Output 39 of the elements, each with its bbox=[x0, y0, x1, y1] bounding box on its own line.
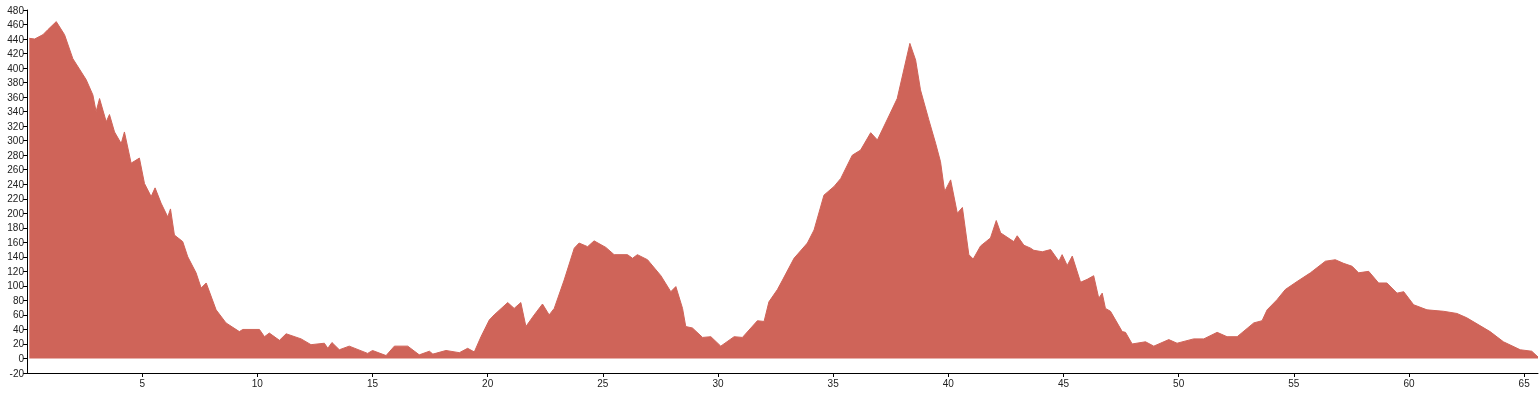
y-tick-label: 0 bbox=[18, 352, 25, 364]
y-tick-label: 300 bbox=[7, 135, 25, 147]
y-tick-label: 440 bbox=[7, 33, 25, 45]
x-tick-label: 65 bbox=[1518, 377, 1531, 389]
x-tick-label: 40 bbox=[942, 377, 955, 389]
x-tick-label: 30 bbox=[712, 377, 725, 389]
x-tick-label: 45 bbox=[1057, 377, 1070, 389]
y-tick-label: 140 bbox=[7, 251, 25, 263]
x-tick-label: 10 bbox=[251, 377, 264, 389]
y-tick-label: 240 bbox=[7, 178, 25, 190]
x-tick-label: 55 bbox=[1288, 377, 1300, 389]
y-tick-label: -20 bbox=[9, 367, 25, 379]
y-tick-label: 120 bbox=[7, 265, 25, 277]
y-tick-label: 480 bbox=[7, 4, 25, 16]
x-tick-label: 5 bbox=[139, 377, 146, 389]
y-tick-label: 360 bbox=[7, 91, 25, 103]
y-tick-label: 340 bbox=[7, 106, 25, 118]
y-tick-label: 260 bbox=[7, 164, 25, 176]
y-tick-label: 180 bbox=[7, 222, 25, 234]
y-tick-label: 20 bbox=[12, 338, 25, 350]
x-tick-label: 60 bbox=[1403, 377, 1416, 389]
y-tick-label: 60 bbox=[12, 309, 25, 321]
x-tick-label: 25 bbox=[597, 377, 609, 389]
y-tick-label: 280 bbox=[7, 149, 25, 161]
y-tick-label: 460 bbox=[7, 19, 25, 31]
y-tick-label: 160 bbox=[7, 236, 25, 248]
x-tick-label: 15 bbox=[366, 377, 379, 389]
y-tick-label: 80 bbox=[12, 294, 25, 306]
y-tick-label: 100 bbox=[7, 280, 25, 292]
y-tick-label: 380 bbox=[7, 77, 25, 89]
x-tick-label: 35 bbox=[827, 377, 840, 389]
y-tick-label: 320 bbox=[7, 120, 25, 132]
x-tick-label: 50 bbox=[1173, 377, 1185, 389]
y-tick-label: 200 bbox=[7, 207, 25, 219]
y-tick-label: 420 bbox=[7, 48, 25, 60]
x-tick-label: 20 bbox=[482, 377, 494, 389]
y-tick-label: 220 bbox=[7, 193, 25, 205]
y-tick-label: 400 bbox=[7, 62, 25, 74]
y-tick-label: 40 bbox=[12, 323, 25, 335]
